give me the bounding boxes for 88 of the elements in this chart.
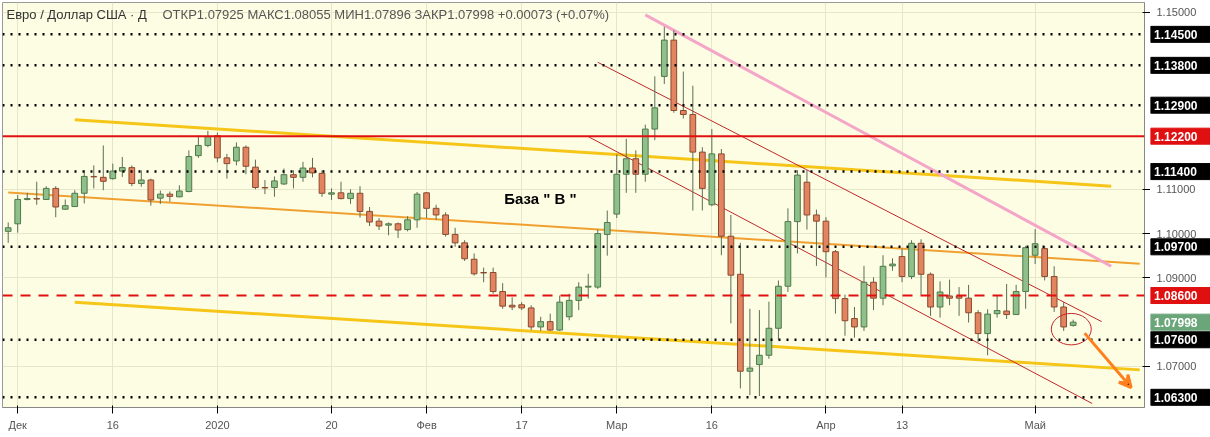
candlestick	[965, 284, 972, 324]
candlestick	[974, 309, 982, 343]
ref-line-label: 1.14500	[1154, 27, 1198, 42]
candlestick	[90, 164, 98, 189]
candlestick	[841, 294, 849, 337]
candlestick	[366, 206, 373, 227]
candlestick	[1012, 284, 1020, 316]
annotation: База " В "	[504, 190, 577, 207]
x-tick-label: 16	[106, 418, 119, 431]
y-tick-label: 1.07000	[1156, 360, 1197, 373]
x-tick-label: 20	[325, 418, 338, 431]
ref-line-label: 1.11400	[1154, 165, 1198, 180]
candlestick	[52, 185, 60, 218]
candlestick	[166, 191, 174, 203]
candlestick	[898, 248, 906, 283]
candlestick	[993, 295, 1001, 319]
candlestick	[242, 144, 250, 175]
candlestick	[1003, 283, 1010, 320]
x-tick-label: Апр	[816, 418, 836, 431]
x-tick-label: Дек	[8, 418, 28, 431]
candlestick	[461, 239, 468, 262]
candlestick	[290, 169, 297, 189]
ref-line-label: 1.06300	[1154, 390, 1198, 405]
candlestick	[394, 221, 402, 239]
candlestick	[99, 144, 107, 191]
candlestick	[261, 179, 269, 195]
candlestick	[470, 252, 478, 277]
candlestick	[870, 276, 877, 311]
y-tick-label: 1.09000	[1156, 271, 1197, 284]
candlestick	[936, 280, 944, 319]
candlestick	[813, 209, 820, 267]
y-tick-label: 1.11000	[1156, 183, 1196, 196]
x-tick-label: 2020	[205, 418, 230, 431]
candlestick	[1060, 301, 1068, 332]
candlestick	[527, 304, 535, 331]
ref-line-label: 1.12200	[1154, 129, 1198, 144]
ref-line-label: 1.09700	[1154, 240, 1198, 255]
candlestick	[375, 217, 383, 231]
candlestick	[946, 279, 953, 306]
candlestick	[651, 75, 659, 141]
candlestick	[499, 282, 507, 310]
candlestick	[223, 153, 231, 180]
candlestick	[214, 132, 221, 163]
candlestick	[565, 293, 573, 321]
candlestick	[746, 308, 754, 396]
x-tick-label: Мар	[606, 418, 628, 431]
candlestick	[309, 157, 316, 178]
x-tick-label: Май	[1024, 418, 1046, 431]
candlestick	[252, 159, 259, 190]
chart-title: Евро / Доллар США · Д	[6, 6, 148, 22]
candlestick	[118, 156, 126, 178]
candlestick	[442, 211, 449, 238]
candlestick	[575, 281, 583, 311]
candlestick	[489, 267, 497, 295]
text: 1.07998	[1154, 315, 1198, 330]
candlestick	[756, 309, 763, 397]
candlestick	[622, 138, 630, 194]
ref-line-label: 1.07600	[1154, 333, 1198, 348]
candlestick	[1031, 228, 1039, 265]
y-tick-label: 1.10000	[1156, 227, 1197, 240]
candlestick	[423, 191, 430, 219]
candlestick	[679, 71, 687, 119]
candlestick	[318, 169, 326, 198]
candlestick	[299, 161, 307, 183]
ref-line-label: 1.13800	[1154, 58, 1198, 73]
candlestick	[33, 181, 41, 206]
y-tick-label: 1.15000	[1156, 6, 1197, 19]
candlestick	[271, 175, 278, 198]
candlestick	[147, 178, 155, 207]
candlestick	[432, 204, 440, 221]
candlestick	[851, 306, 858, 339]
candlestick	[632, 149, 640, 194]
ref-line-label: 1.08600	[1154, 289, 1198, 304]
candlestick	[984, 308, 991, 356]
candlestick	[451, 227, 459, 248]
ref-line-label: 1.12900	[1154, 98, 1198, 113]
candlestick	[233, 141, 240, 166]
x-tick-label: 16	[705, 418, 718, 431]
chart-subtitle: ОТКР1.07925 МАКС1.08055 МИН1.07896 ЗАКР1.07998 +0.00073 (+0.07%)	[162, 6, 610, 22]
x-tick-label: Фев	[416, 418, 437, 431]
candlestick	[584, 273, 592, 300]
x-tick-label: 17	[515, 418, 528, 431]
candlestick	[356, 185, 364, 219]
candlestick	[195, 135, 202, 159]
x-tick-label: 13	[895, 418, 909, 431]
candlestick	[337, 181, 345, 200]
candlestick	[603, 210, 611, 257]
candlestick	[4, 221, 12, 244]
